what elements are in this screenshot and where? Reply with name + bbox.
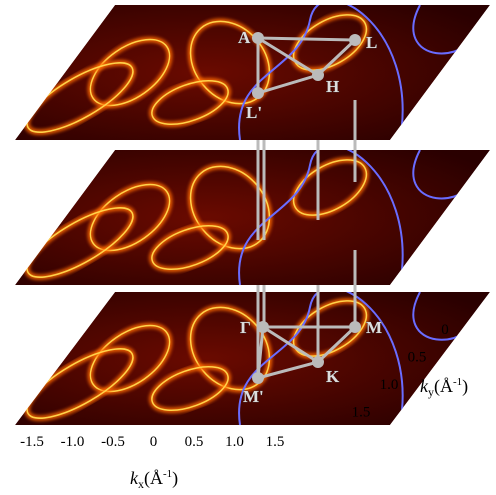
- y-axis-label: ky(Å-1): [420, 376, 468, 399]
- decoration: [252, 372, 264, 384]
- decoration: [349, 34, 361, 46]
- fermi-map: [15, 145, 490, 289]
- x-tick-label: -1.0: [61, 434, 85, 450]
- decoration: ): [462, 376, 468, 397]
- decoration: [312, 69, 324, 81]
- point-label: L': [246, 103, 262, 122]
- decoration: -1: [163, 468, 172, 480]
- x-tick-label: 0.5: [185, 434, 204, 450]
- point-label: Γ: [240, 318, 251, 337]
- x-tick-label: 1.0: [225, 434, 244, 450]
- point-label: K: [326, 367, 340, 386]
- decoration: [312, 356, 324, 368]
- decoration: -1.5 -1.0 -0.5 0 0.5 1.0 1.5: [20, 434, 284, 450]
- y-tick-label: 1.5: [352, 405, 371, 421]
- x-tick-label: -0.5: [101, 434, 125, 450]
- decoration: [252, 32, 264, 44]
- x-tick-label: 0: [150, 434, 158, 450]
- decoration: [349, 321, 361, 333]
- fermi-map: [15, 0, 490, 144]
- x-tick-label: 1.5: [266, 434, 285, 450]
- decoration: (Å: [144, 468, 163, 489]
- y-tick-label: 0: [441, 322, 449, 338]
- point-label: H: [326, 77, 339, 96]
- point-label: M': [243, 387, 264, 406]
- decoration: [252, 87, 264, 99]
- point-label: M: [366, 318, 382, 337]
- y-tick-label: 1.0: [380, 377, 399, 393]
- point-label: A: [238, 28, 251, 47]
- x-axis-label: kx(Å-1): [130, 468, 178, 491]
- decoration: -1: [453, 376, 462, 388]
- x-tick-label: -1.5: [20, 434, 44, 450]
- point-label: L: [366, 33, 377, 52]
- y-tick-label: 0.5: [408, 350, 427, 366]
- decoration: (Å: [434, 376, 453, 397]
- figure: A L H L' Γ M K M' -1.5 -1.0 -0.5 0 0.5 1.0 1.5…: [0, 0, 496, 495]
- decoration: ): [172, 468, 178, 489]
- decoration: [257, 321, 269, 333]
- decoration: [15, 0, 490, 430]
